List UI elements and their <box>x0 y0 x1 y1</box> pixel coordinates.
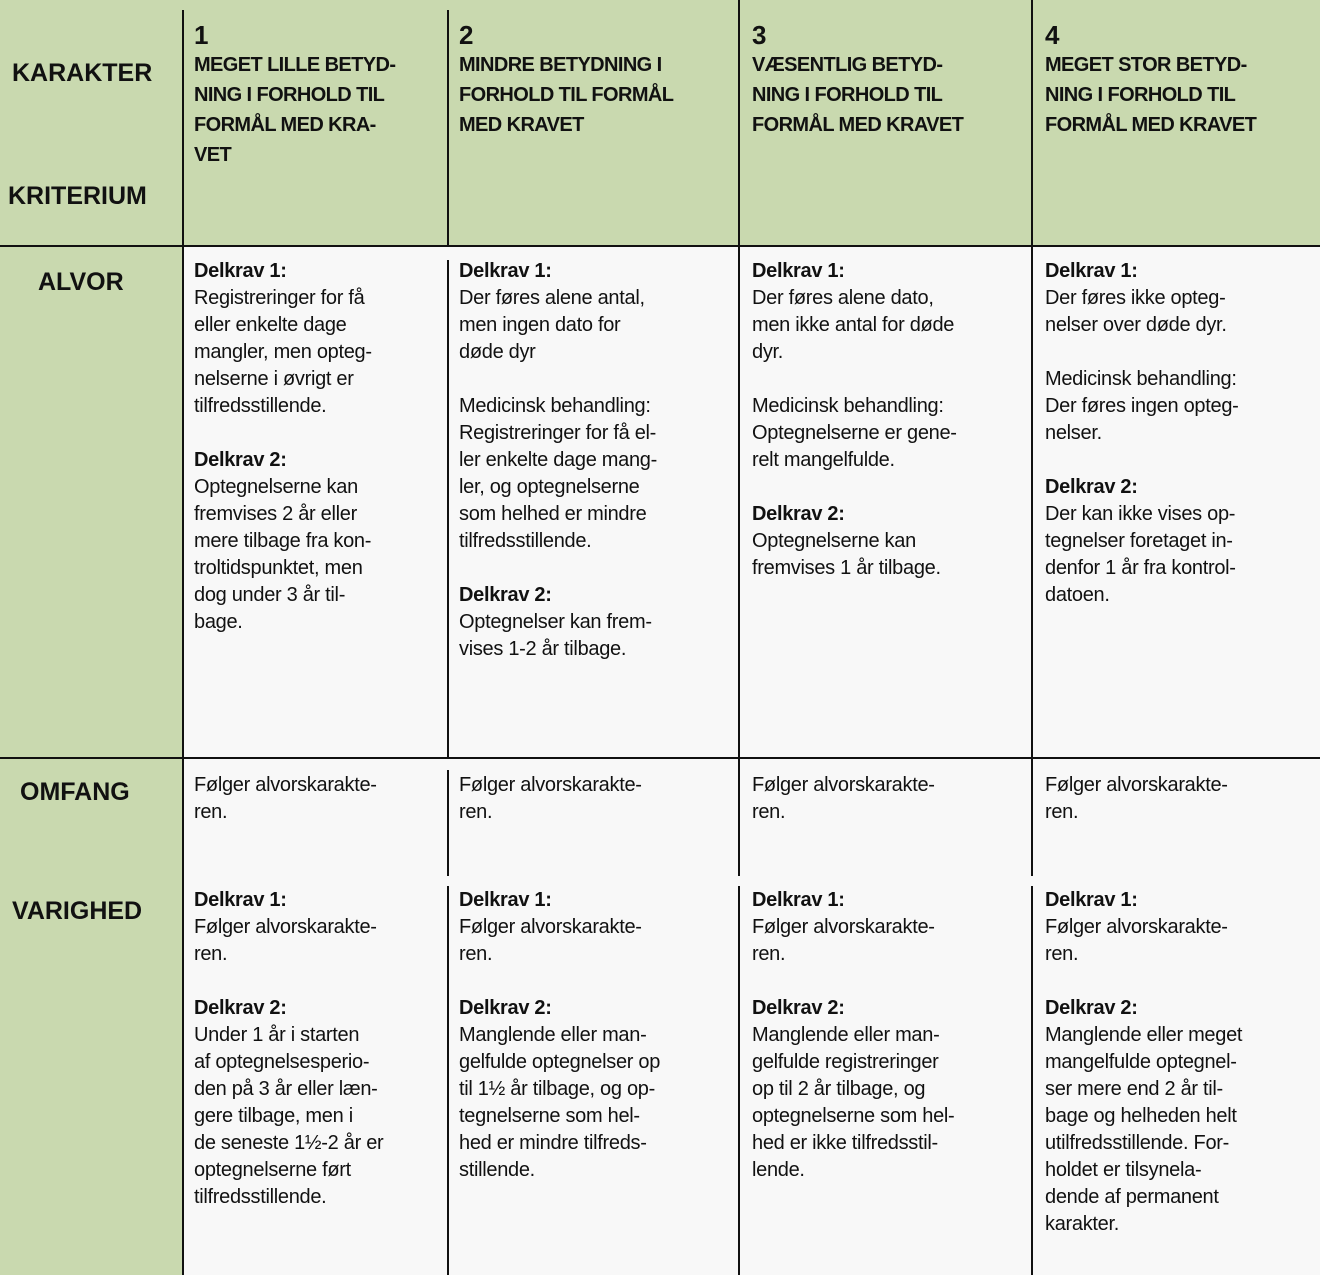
omfang-cell-3: Følger alvorskarakte- ren. <box>752 772 1024 826</box>
requirement-heading: Delkrav 2: <box>752 503 845 525</box>
requirement-text: Medicinsk behandling: Registreringer for… <box>459 395 657 552</box>
requirement-text: Følger alvorskarakte- ren. <box>194 916 377 965</box>
requirement-heading: Delkrav 1: <box>1045 260 1138 282</box>
requirement-text: Følger alvorskarakte- ren. <box>752 916 935 965</box>
requirement-heading: Delkrav 1: <box>194 889 287 911</box>
grade-number: 3 <box>752 20 767 50</box>
column-header-4: 4 MEGET STOR BETYD- NING I FORHOLD TIL FO… <box>1045 20 1315 140</box>
row-label-omfang: OMFANG <box>20 778 130 806</box>
row-label-varighed: VARIGHED <box>12 897 143 925</box>
requirement-text: Der kan ikke vises op- tegnelser foretag… <box>1045 503 1236 606</box>
omfang-text: Følger alvorskarakte- ren. <box>752 774 935 823</box>
divider <box>1031 758 1033 876</box>
grade-number: 4 <box>1045 20 1060 50</box>
grade-number: 2 <box>459 20 474 50</box>
requirement-text: Optegnelser kan frem- vises 1-2 år tilba… <box>459 611 652 660</box>
omfang-text: Følger alvorskarakte- ren. <box>1045 774 1228 823</box>
omfang-text: Følger alvorskarakte- ren. <box>459 774 642 823</box>
varighed-cell-3: Delkrav 1: Følger alvorskarakte- ren. Delk… <box>752 887 1024 1211</box>
divider <box>447 886 449 1275</box>
divider <box>0 757 1320 759</box>
requirement-text: Der føres ikke opteg- nelser over døde d… <box>1045 287 1227 336</box>
requirement-heading: Delkrav 1: <box>459 889 552 911</box>
divider <box>738 758 740 876</box>
divider <box>1031 246 1033 758</box>
omfang-text: Følger alvorskarakte- ren. <box>194 774 377 823</box>
varighed-cell-1: Delkrav 1: Følger alvorskarakte- ren. Delk… <box>194 887 438 1238</box>
grade-title: VÆSENTLIG BETYD- NING I FORHOLD TIL FORM… <box>752 54 964 136</box>
requirement-heading: Delkrav 1: <box>752 260 845 282</box>
requirement-heading: Delkrav 2: <box>752 997 845 1019</box>
header-row-bg <box>0 0 1320 246</box>
divider <box>0 245 1320 247</box>
requirement-heading: Delkrav 2: <box>459 997 552 1019</box>
divider <box>447 770 449 876</box>
varighed-cell-4: Delkrav 1: Følger alvorskarakte- ren. Delk… <box>1045 887 1313 1265</box>
requirement-heading: Delkrav 2: <box>459 584 552 606</box>
requirement-text: Medicinsk behandling: Der føres ingen op… <box>1045 368 1239 444</box>
requirement-text: Medicinsk behandling: Optegnelserne er g… <box>752 395 957 471</box>
requirement-text: Manglende eller man- gelfulde optegnelse… <box>459 1024 661 1181</box>
alvor-cell-1: Delkrav 1: Registreringer for få eller en… <box>194 258 438 663</box>
grade-title: MINDRE BETYDNING I FORHOLD TIL FORMÅL ME… <box>459 54 674 136</box>
corner-karakter: KARAKTER <box>12 59 153 87</box>
requirement-heading: Delkrav 1: <box>459 260 552 282</box>
grade-title: MEGET LILLE BETYD- NING I FORHOLD TIL FO… <box>194 54 396 166</box>
requirement-text: Der føres alene antal, men ingen dato fo… <box>459 287 645 363</box>
omfang-cell-4: Følger alvorskarakte- ren. <box>1045 772 1313 826</box>
divider <box>738 246 740 758</box>
omfang-cell-1: Følger alvorskarakte- ren. <box>194 772 438 826</box>
column-header-1: 1 MEGET LILLE BETYD- NING I FORHOLD TIL F… <box>194 20 442 170</box>
divider <box>447 10 449 246</box>
requirement-heading: Delkrav 2: <box>194 997 287 1019</box>
divider <box>447 260 449 758</box>
requirement-text: Følger alvorskarakte- ren. <box>459 916 642 965</box>
requirement-text: Der føres alene dato, men ikke antal for… <box>752 287 955 363</box>
grade-number: 1 <box>194 20 209 50</box>
row-label-alvor: ALVOR <box>38 268 124 296</box>
requirement-heading: Delkrav 1: <box>752 889 845 911</box>
alvor-cell-4: Delkrav 1: Der føres ikke opteg- nelser o… <box>1045 258 1313 636</box>
requirement-text: Registreringer for få eller enkelte dage… <box>194 287 372 417</box>
requirement-heading: Delkrav 2: <box>194 449 287 471</box>
requirement-text: Optegnelserne kan fremvises 1 år tilbage… <box>752 530 941 579</box>
alvor-cell-2: Delkrav 1: Der føres alene antal, men ing… <box>459 258 731 690</box>
divider <box>738 886 740 1275</box>
requirement-heading: Delkrav 1: <box>1045 889 1138 911</box>
criteria-column-bg <box>0 0 183 1275</box>
varighed-cell-2: Delkrav 1: Følger alvorskarakte- ren. Delk… <box>459 887 731 1211</box>
corner-kriterium: KRITERIUM <box>8 182 147 210</box>
requirement-text: Manglende eller man- gelfulde registreri… <box>752 1024 955 1181</box>
divider <box>1031 886 1033 1275</box>
requirement-text: Under 1 år i starten af optegnelsesperio… <box>194 1024 384 1208</box>
requirement-text: Følger alvorskarakte- ren. <box>1045 916 1228 965</box>
column-header-3: 3 VÆSENTLIG BETYD- NING I FORHOLD TIL FOR… <box>752 20 1026 140</box>
requirement-heading: Delkrav 1: <box>194 260 287 282</box>
alvor-cell-3: Delkrav 1: Der føres alene dato, men ikke… <box>752 258 1024 609</box>
requirement-text: Manglende eller meget mangelfulde optegn… <box>1045 1024 1243 1235</box>
requirement-heading: Delkrav 2: <box>1045 997 1138 1019</box>
divider <box>1031 0 1033 246</box>
omfang-cell-2: Følger alvorskarakte- ren. <box>459 772 731 826</box>
divider <box>738 0 740 246</box>
requirement-text: Optegnelserne kan fremvises 2 år eller m… <box>194 476 372 633</box>
column-header-2: 2 MINDRE BETYDNING I FORHOLD TIL FORMÅL M… <box>459 20 733 140</box>
requirement-heading: Delkrav 2: <box>1045 476 1138 498</box>
grade-title: MEGET STOR BETYD- NING I FORHOLD TIL FOR… <box>1045 54 1257 136</box>
divider <box>182 10 184 1275</box>
